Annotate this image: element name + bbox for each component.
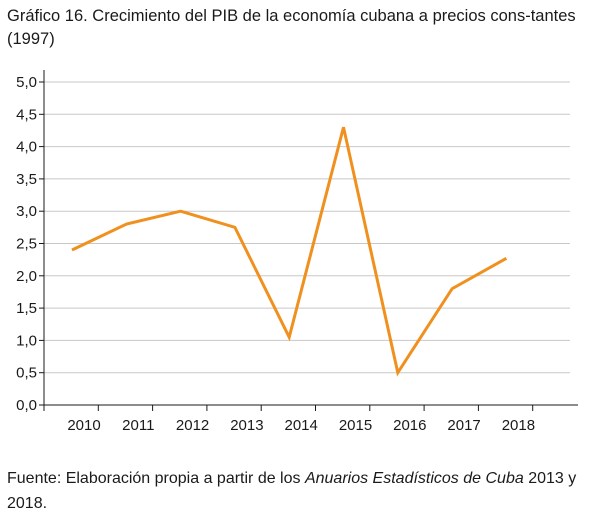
y-tick-label: 1,5 [16, 300, 37, 317]
y-tick-label: 3,0 [16, 203, 37, 220]
source-prefix: Fuente: Elaboración propia a partir de l… [7, 470, 305, 487]
y-tick-label: 4,5 [16, 106, 37, 123]
x-tick-label: 2017 [447, 417, 480, 434]
x-tick-label: 2011 [122, 417, 154, 434]
y-tick-label: 0,0 [16, 397, 37, 414]
y-tick-label: 3,5 [16, 171, 37, 188]
grid-lines [44, 81, 570, 374]
y-tick-label: 4,0 [16, 139, 37, 156]
y-tick-label: 1,0 [16, 332, 37, 349]
chart-title: Gráfico 16. Crecimiento del PIB de la ec… [7, 7, 576, 48]
y-tick-label: 2,5 [16, 236, 37, 253]
y-tick-label: 2,0 [16, 268, 37, 285]
axes [43, 70, 578, 406]
x-tick-label: 2018 [502, 417, 535, 434]
x-tick-label: 2013 [230, 417, 263, 434]
x-tick-label: 2014 [285, 417, 318, 434]
series-layer [71, 126, 508, 377]
x-tick-label: 2010 [67, 417, 100, 434]
line-chart: 0,00,51,01,52,02,53,03,54,04,55,0 2010 20… [16, 70, 578, 434]
series-line [71, 126, 508, 377]
x-tick-label: 2012 [176, 417, 209, 434]
x-axis-ticks: 2010 2011 2012 2013 2014 2015 2016 2017 2018 [43, 405, 535, 434]
x-tick-label: 2015 [339, 417, 372, 434]
source-italic: Anuarios Estadísticos de Cuba [304, 470, 524, 487]
x-tick-label: 2016 [393, 417, 426, 434]
y-tick-label: 0,5 [16, 365, 37, 382]
y-tick-label: 5,0 [16, 74, 37, 91]
source-note: Fuente: Elaboración propia a partir de l… [7, 466, 587, 516]
y-axis-ticks: 0,0 0,5 1,0 1,5 2,0 2,5 3,0 3,5 4,0 4,5 5,0 [16, 74, 44, 414]
source-suffix: 2013 y 2018. [7, 470, 577, 512]
